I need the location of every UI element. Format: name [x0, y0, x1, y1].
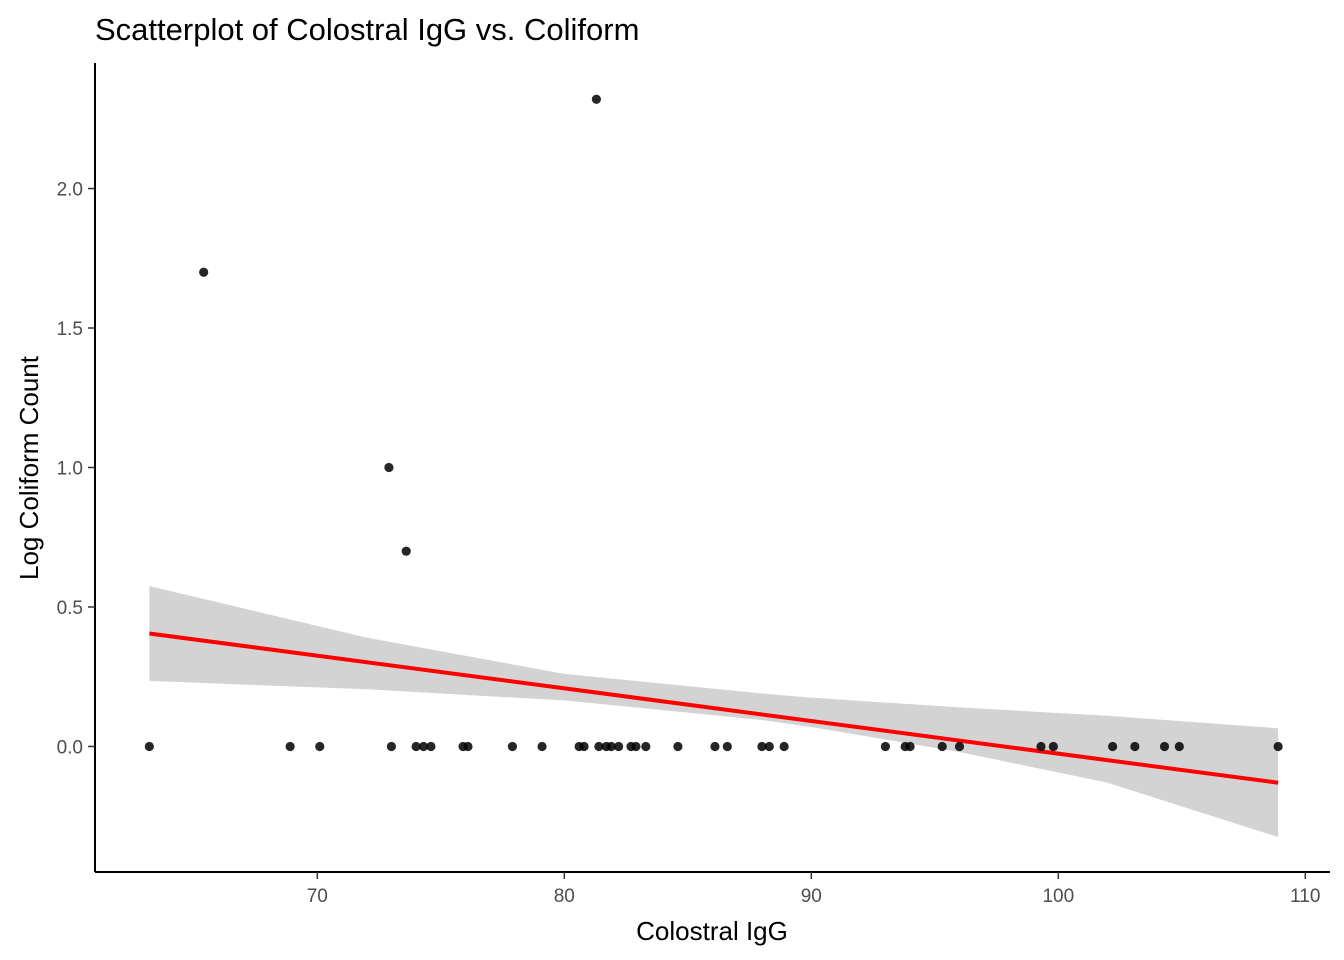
data-point	[954, 741, 965, 752]
data-point	[1048, 741, 1058, 752]
fit-line	[149, 631, 1279, 785]
data-point	[779, 741, 789, 752]
data-point	[905, 741, 915, 752]
y-axis-title: Log Coliform Count	[14, 355, 44, 580]
data-point	[401, 546, 411, 556]
data-point	[594, 741, 604, 752]
data-point	[463, 741, 473, 752]
x-axis-ticks: 70 80 90 100 110	[307, 872, 1320, 907]
data-point	[537, 741, 547, 752]
x-tick-label: 100	[1042, 886, 1074, 907]
x-axis-title: Colostral IgG	[636, 916, 788, 946]
data-point	[673, 741, 683, 752]
data-point	[1174, 741, 1184, 752]
data-point	[1159, 741, 1170, 752]
data-point	[418, 741, 429, 752]
data-point	[614, 741, 624, 752]
x-tick-label: 80	[554, 886, 575, 907]
data-point	[386, 741, 396, 752]
y-axis-ticks: 0.0 0.5 1.0 1.5 2.0	[57, 180, 95, 758]
x-tick-label: 90	[801, 886, 822, 907]
y-tick-label: 2.0	[57, 180, 83, 201]
y-tick-label: 1.0	[57, 459, 83, 480]
data-point	[710, 741, 720, 752]
data-point	[880, 741, 891, 752]
data-point	[631, 741, 641, 752]
data-point	[579, 741, 589, 752]
y-tick-label: 0.5	[57, 598, 83, 619]
data-point	[315, 741, 325, 752]
data-point	[507, 741, 518, 752]
x-tick-label: 70	[307, 886, 328, 907]
confidence-band	[149, 586, 1279, 838]
data-points	[144, 94, 1283, 752]
data-point	[937, 741, 947, 752]
data-point	[384, 462, 394, 473]
data-point	[1108, 741, 1118, 752]
data-point	[1273, 741, 1283, 752]
data-point	[606, 741, 616, 752]
plot-area	[144, 94, 1283, 838]
data-point	[722, 741, 732, 752]
data-point	[1130, 741, 1140, 752]
data-point	[411, 741, 421, 752]
data-point	[199, 267, 209, 277]
data-point	[1036, 741, 1046, 752]
chart-title: Scatterplot of Colostral IgG vs. Colifor…	[95, 12, 639, 47]
y-tick-label: 1.5	[57, 319, 83, 340]
y-tick-label: 0.0	[57, 737, 83, 758]
data-point	[285, 741, 295, 752]
data-point	[764, 741, 774, 752]
data-point	[641, 741, 651, 752]
x-tick-label: 110	[1290, 886, 1320, 907]
data-point	[426, 741, 436, 752]
data-point	[757, 741, 767, 752]
data-point	[144, 741, 154, 752]
data-point	[591, 94, 602, 104]
